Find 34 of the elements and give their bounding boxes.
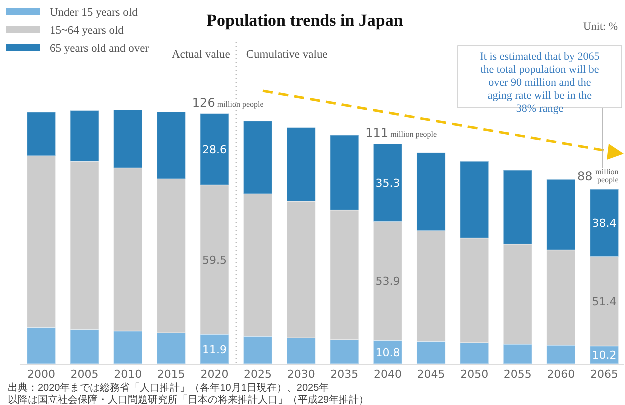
x-tick-label: 2060 xyxy=(547,368,576,381)
annotation: 10.8 xyxy=(376,346,400,360)
annotation: 10.2 xyxy=(592,349,617,362)
legend-label: 15~64 years old xyxy=(50,25,124,37)
x-tick-label: 2015 xyxy=(157,368,186,381)
annotation: 11.9 xyxy=(202,343,227,356)
legend-label: Under 15 years old xyxy=(50,7,138,19)
text: Unit: % xyxy=(583,21,618,33)
annotation: 111 million people xyxy=(366,126,438,140)
text: Cumulative value xyxy=(246,49,328,61)
x-tick-label: 2055 xyxy=(504,368,532,381)
x-tick-label: 2050 xyxy=(460,368,489,381)
x-tick-label: 2040 xyxy=(374,368,402,381)
x-tick-label: 2065 xyxy=(590,368,619,381)
x-tick-label: 2005 xyxy=(70,368,99,381)
x-tick-label: 2035 xyxy=(330,368,359,381)
annotation: 35.3 xyxy=(376,176,400,190)
x-tick-label: 2045 xyxy=(417,368,446,381)
x-tick-label: 2010 xyxy=(114,368,142,381)
annotation: 126 million people xyxy=(192,96,264,110)
annotation: 53.9 xyxy=(376,275,400,288)
legend-label: 65 years old and over xyxy=(50,43,150,55)
x-tick-label: 2030 xyxy=(287,368,316,381)
annotation: 51.4 xyxy=(592,296,617,309)
source-note: 出典：2020年までは総務省「人口推計」（各年10月1日現在）、2025年以降は国立社会保障・人口問題研究所「日本の将来推計人口」（平成29年推計） xyxy=(8,382,370,405)
x-tick-label: 2000 xyxy=(27,368,56,381)
annotation: 28.6 xyxy=(202,143,227,156)
x-tick-label: 2020 xyxy=(200,368,229,381)
annotation: 38.4 xyxy=(592,217,617,230)
chart-title: Population trends in Japan xyxy=(206,11,404,30)
annotation: It is estimated that by 2065 the total population will be over 90 million and the aging rate will be in the 38% range xyxy=(480,51,600,115)
annotation: 59.5 xyxy=(202,254,227,267)
x-tick-label: 2025 xyxy=(244,368,272,381)
text: Actual value xyxy=(172,49,230,61)
